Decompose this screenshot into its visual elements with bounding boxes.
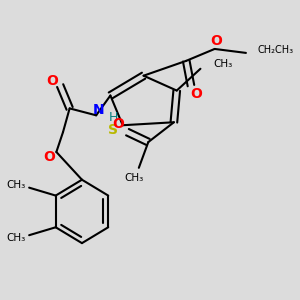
Text: O: O xyxy=(46,74,58,88)
Text: CH₃: CH₃ xyxy=(124,173,144,183)
Text: N: N xyxy=(93,103,105,117)
Text: S: S xyxy=(108,123,118,137)
Text: CH₃: CH₃ xyxy=(214,59,233,69)
Text: O: O xyxy=(211,34,223,48)
Text: O: O xyxy=(190,86,202,100)
Text: CH₂CH₃: CH₂CH₃ xyxy=(257,45,293,55)
Text: O: O xyxy=(43,150,55,164)
Text: O: O xyxy=(112,117,124,131)
Text: H: H xyxy=(109,111,118,124)
Text: CH₃: CH₃ xyxy=(6,180,26,190)
Text: CH₃: CH₃ xyxy=(6,233,26,243)
